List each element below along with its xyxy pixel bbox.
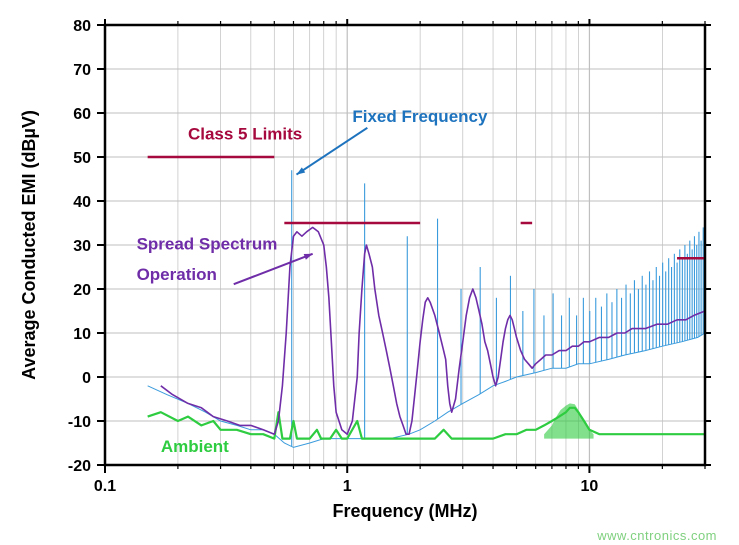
- svg-text:0: 0: [82, 370, 91, 387]
- svg-text:Average Conducted EMI (dBµV): Average Conducted EMI (dBµV): [19, 110, 39, 380]
- svg-text:10: 10: [581, 478, 599, 495]
- svg-text:10: 10: [73, 326, 91, 343]
- svg-text:Ambient: Ambient: [161, 437, 229, 456]
- svg-text:Operation: Operation: [137, 265, 217, 284]
- svg-text:Fixed Frequency: Fixed Frequency: [352, 107, 488, 126]
- svg-text:Class 5 Limits: Class 5 Limits: [188, 124, 302, 143]
- svg-text:70: 70: [73, 62, 91, 79]
- svg-text:60: 60: [73, 106, 91, 123]
- svg-text:Frequency (MHz): Frequency (MHz): [332, 501, 477, 521]
- emi-chart: 0.1 1 10 -20 -10 0 10 20 30 40 50 60 70 80 Frequency (…: [0, 0, 739, 545]
- svg-text:20: 20: [73, 282, 91, 299]
- svg-text:-10: -10: [68, 414, 91, 431]
- svg-text:0.1: 0.1: [94, 478, 116, 495]
- chart-container: 0.1 1 10 -20 -10 0 10 20 30 40 50 60 70 80 Frequency (…: [0, 0, 739, 545]
- svg-text:40: 40: [73, 194, 91, 211]
- svg-text:50: 50: [73, 150, 91, 167]
- svg-text:30: 30: [73, 238, 91, 255]
- svg-text:-20: -20: [68, 458, 91, 475]
- svg-text:80: 80: [73, 18, 91, 35]
- watermark: www.cntronics.com: [597, 528, 717, 543]
- svg-text:1: 1: [343, 478, 352, 495]
- svg-text:Spread Spectrum: Spread Spectrum: [137, 234, 278, 253]
